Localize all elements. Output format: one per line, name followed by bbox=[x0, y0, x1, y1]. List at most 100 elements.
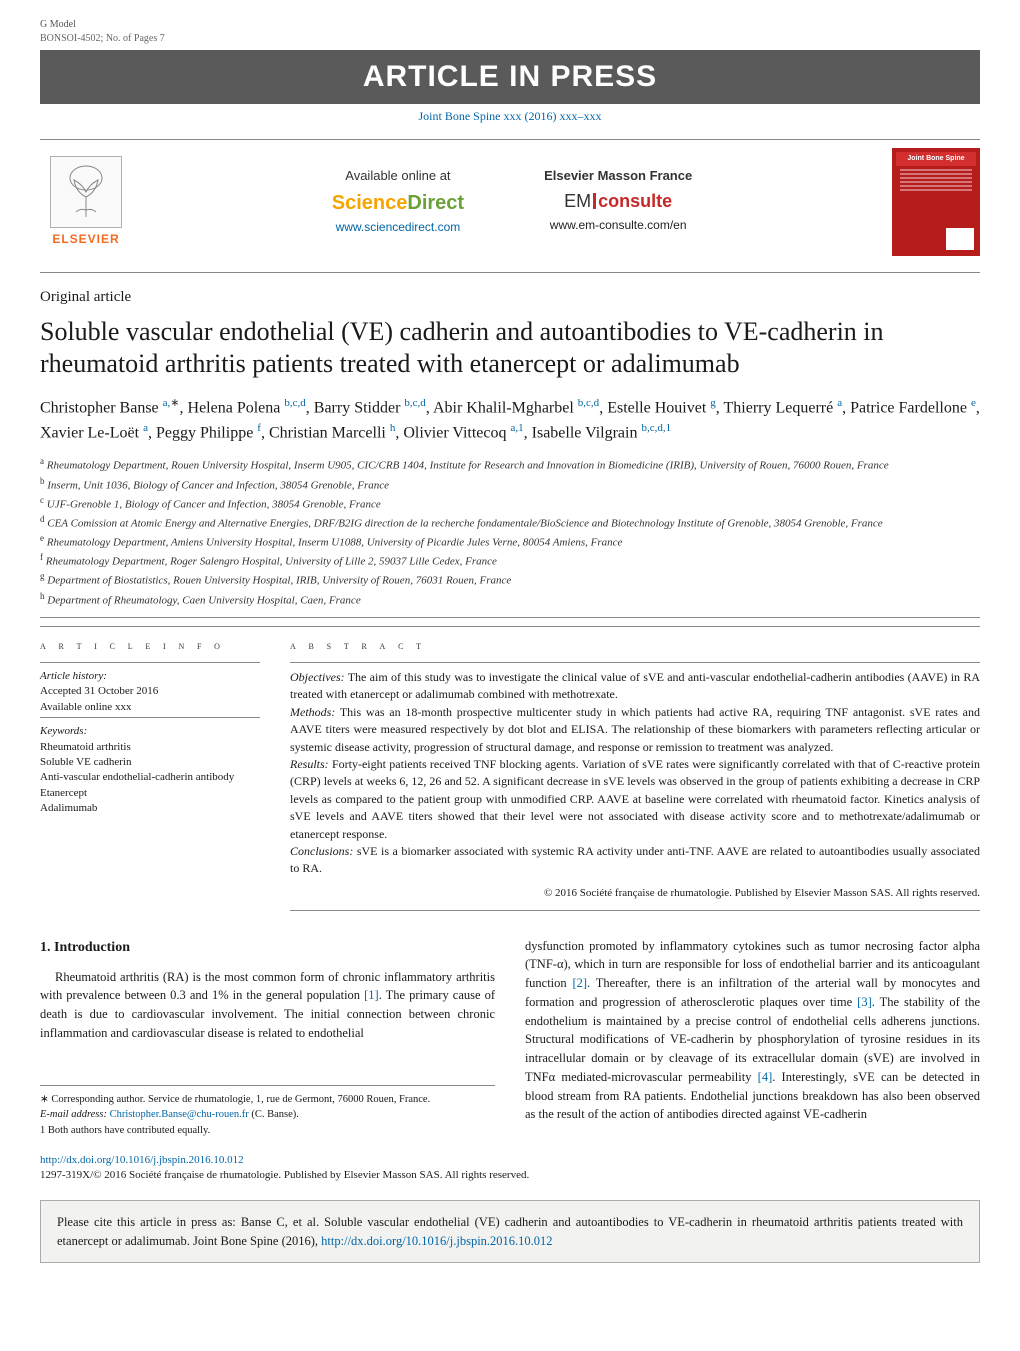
affiliation-line: f Rheumatology Department, Roger Salengr… bbox=[40, 551, 980, 570]
author-name: Isabelle Vilgrain bbox=[532, 424, 638, 441]
sciencedirect-logo: ScienceDirect bbox=[332, 189, 464, 217]
doi-link[interactable]: http://dx.doi.org/10.1016/j.jbspin.2016.… bbox=[40, 1154, 244, 1166]
author-name: Xavier Le-Loët bbox=[40, 424, 139, 441]
elsevier-logo: ELSEVIER bbox=[40, 156, 132, 248]
article-info-column: a r t i c l e i n f o Article history: A… bbox=[40, 639, 260, 911]
article-type-label: Original article bbox=[40, 287, 980, 308]
author-affiliation-sup: a bbox=[143, 422, 148, 434]
author-affiliation-sup: a bbox=[837, 397, 842, 409]
em-bar-icon bbox=[593, 193, 596, 209]
reference-link-1[interactable]: [1] bbox=[364, 988, 379, 1002]
intro-paragraph-1: Rheumatoid arthritis (RA) is the most co… bbox=[40, 968, 495, 1043]
author-affiliation-sup: a,1 bbox=[511, 422, 524, 434]
elsevier-wordmark: ELSEVIER bbox=[52, 231, 119, 248]
article-number: BONSOI-4502; No. of Pages 7 bbox=[40, 32, 165, 46]
gmodel-label: G Model bbox=[40, 18, 165, 32]
author-affiliation-sup: b,c,d bbox=[578, 397, 599, 409]
doi-block: http://dx.doi.org/10.1016/j.jbspin.2016.… bbox=[40, 1153, 980, 1184]
publisher-links: Available online at ScienceDirect www.sc… bbox=[148, 167, 876, 236]
corresponding-star-icon: ∗ bbox=[170, 397, 179, 409]
body-left-column: 1. Introduction Rheumatoid arthritis (RA… bbox=[40, 937, 495, 1139]
citation-doi-link[interactable]: http://dx.doi.org/10.1016/j.jbspin.2016.… bbox=[321, 1234, 552, 1248]
citation-box: Please cite this article in press as: Ba… bbox=[40, 1200, 980, 1264]
article-history-label: Article history: bbox=[40, 669, 260, 684]
body-right-column: dysfunction promoted by inflammatory cyt… bbox=[525, 937, 980, 1139]
affiliation-list: a Rheumatology Department, Rouen Univers… bbox=[40, 455, 980, 608]
keyword-item: Anti-vascular endothelial-cadherin antib… bbox=[40, 770, 260, 785]
em-consulte-logo: EMconsulte bbox=[544, 189, 692, 214]
divider bbox=[290, 910, 980, 911]
reference-link-4[interactable]: [4] bbox=[758, 1070, 773, 1084]
author-name: Thierry Lequerré bbox=[724, 399, 834, 416]
author-affiliation-sup: e bbox=[971, 397, 976, 409]
intro-paragraph-2: dysfunction promoted by inflammatory cyt… bbox=[525, 937, 980, 1125]
affiliation-line: d CEA Comission at Atomic Energy and Alt… bbox=[40, 513, 980, 532]
correspondence-notes: ∗ Corresponding author. Service de rhuma… bbox=[40, 1085, 495, 1139]
article-title: Soluble vascular endothelial (VE) cadher… bbox=[40, 316, 980, 381]
corresponding-author: ∗ Corresponding author. Service de rhuma… bbox=[40, 1092, 495, 1108]
introduction-heading: 1. Introduction bbox=[40, 937, 495, 958]
divider bbox=[40, 272, 980, 273]
sciencedirect-link[interactable]: www.sciencedirect.com bbox=[332, 219, 464, 236]
author-affiliation-sup: g bbox=[710, 397, 716, 409]
article-in-press-banner: ARTICLE IN PRESS bbox=[40, 50, 980, 104]
author-list: Christopher Banse a,∗, Helena Polena b,c… bbox=[40, 395, 980, 446]
affiliation-line: g Department of Biostatistics, Rouen Uni… bbox=[40, 570, 980, 589]
journal-reference-link[interactable]: Joint Bone Spine xxx (2016) xxx–xxx bbox=[40, 108, 980, 125]
info-abstract-row: a r t i c l e i n f o Article history: A… bbox=[40, 626, 980, 911]
author-affiliation-sup: f bbox=[257, 422, 261, 434]
cover-title: Joint Bone Spine bbox=[896, 152, 976, 166]
abstract-body: Objectives: The aim of this study was to… bbox=[290, 662, 980, 902]
author-name: Christopher Banse bbox=[40, 399, 159, 416]
keyword-item: Rheumatoid arthritis bbox=[40, 740, 260, 755]
keywords-block: Keywords: Rheumatoid arthritisSoluble VE… bbox=[40, 717, 260, 816]
keywords-label: Keywords: bbox=[40, 724, 260, 739]
top-bar: G Model BONSOI-4502; No. of Pages 7 bbox=[40, 18, 980, 46]
cover-image-icon bbox=[946, 228, 974, 250]
divider bbox=[40, 139, 980, 140]
available-online: Available online xxx bbox=[40, 700, 260, 715]
em-consulte-link[interactable]: www.em-consulte.com/en bbox=[544, 217, 692, 234]
sciencedirect-block: Available online at ScienceDirect www.sc… bbox=[332, 167, 464, 236]
abstract-column: a b s t r a c t Objectives: The aim of t… bbox=[290, 639, 980, 911]
author-name: Abir Khalil-Mgharbel bbox=[433, 399, 574, 416]
author-name: Patrice Fardellone bbox=[850, 399, 967, 416]
author-name: Olivier Vittecoq bbox=[403, 424, 506, 441]
affiliation-line: e Rheumatology Department, Amiens Univer… bbox=[40, 532, 980, 551]
email-line: E-mail address: Christopher.Banse@chu-ro… bbox=[40, 1107, 495, 1123]
keywords-list: Rheumatoid arthritisSoluble VE cadherinA… bbox=[40, 740, 260, 817]
author-affiliation-sup: b,c,d bbox=[404, 397, 425, 409]
gmodel-block: G Model BONSOI-4502; No. of Pages 7 bbox=[40, 18, 165, 46]
affiliation-line: b Inserm, Unit 1036, Biology of Cancer a… bbox=[40, 475, 980, 494]
article-history-block: Article history: Accepted 31 October 201… bbox=[40, 662, 260, 715]
elsevier-masson-label: Elsevier Masson France bbox=[544, 167, 692, 185]
abstract-copyright: © 2016 Société française de rhumatologie… bbox=[290, 886, 980, 902]
email-link[interactable]: Christopher.Banse@chu-rouen.fr bbox=[110, 1109, 249, 1120]
author-name: Helena Polena bbox=[188, 399, 281, 416]
elsevier-tree-icon bbox=[50, 156, 122, 228]
affiliation-line: c UJF-Grenoble 1, Biology of Cancer and … bbox=[40, 494, 980, 513]
keyword-item: Adalimumab bbox=[40, 801, 260, 816]
page-container: G Model BONSOI-4502; No. of Pages 7 ARTI… bbox=[0, 0, 1020, 1283]
journal-cover-thumbnail: Joint Bone Spine bbox=[892, 148, 980, 256]
em-consulte-block: Elsevier Masson France EMconsulte www.em… bbox=[544, 167, 692, 236]
author-affiliation-sup: b,c,d,1 bbox=[641, 422, 671, 434]
available-online-label: Available online at bbox=[332, 167, 464, 185]
keyword-item: Etanercept bbox=[40, 786, 260, 801]
author-name: Peggy Philippe bbox=[156, 424, 253, 441]
author-affiliation-sup: h bbox=[390, 422, 396, 434]
reference-link-2[interactable]: [2] bbox=[572, 976, 587, 990]
abstract-heading: a b s t r a c t bbox=[290, 639, 980, 654]
author-name: Christian Marcelli bbox=[269, 424, 386, 441]
article-info-heading: a r t i c l e i n f o bbox=[40, 639, 260, 654]
accepted-date: Accepted 31 October 2016 bbox=[40, 684, 260, 699]
divider bbox=[40, 617, 980, 618]
author-name: Barry Stidder bbox=[314, 399, 401, 416]
body-two-column: 1. Introduction Rheumatoid arthritis (RA… bbox=[40, 937, 980, 1139]
doi-legal: 1297-319X/© 2016 Société française de rh… bbox=[40, 1168, 980, 1183]
publisher-banner: ELSEVIER Available online at ScienceDire… bbox=[40, 148, 980, 256]
author-name: Estelle Houivet bbox=[607, 399, 706, 416]
affiliation-line: a Rheumatology Department, Rouen Univers… bbox=[40, 455, 980, 474]
reference-link-3[interactable]: [3] bbox=[857, 995, 872, 1009]
affiliation-line: h Department of Rheumatology, Caen Unive… bbox=[40, 590, 980, 609]
